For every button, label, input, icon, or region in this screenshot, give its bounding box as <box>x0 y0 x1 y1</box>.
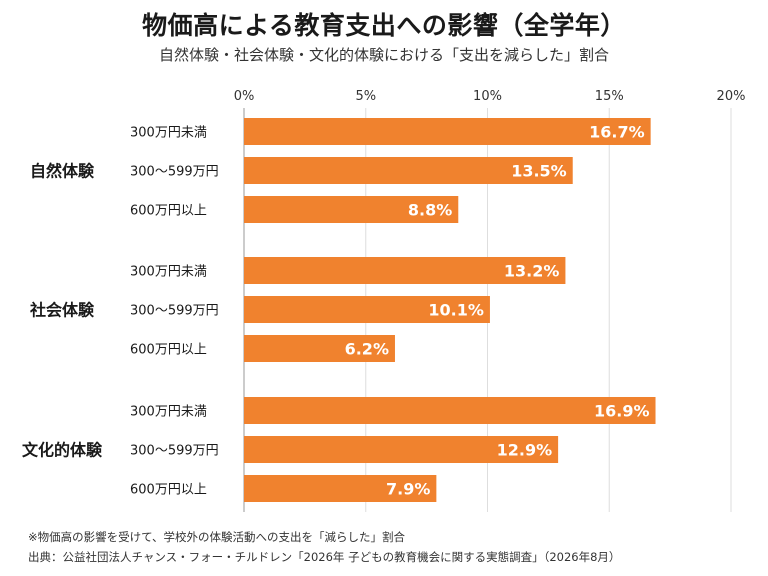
data-label: 12.9% <box>497 441 553 460</box>
category-label: 300万円未満 <box>130 405 207 420</box>
category-label: 600万円以上 <box>130 343 207 358</box>
category-label: 300万円未満 <box>130 126 207 141</box>
data-label: 13.2% <box>504 262 560 281</box>
group-label: 社会体験 <box>29 301 95 320</box>
category-label: 300〜599万円 <box>130 165 219 180</box>
x-tick-label: 0% <box>234 89 255 104</box>
bar <box>244 157 573 184</box>
x-tick-label: 10% <box>473 89 502 104</box>
data-label: 16.7% <box>589 123 645 142</box>
chart-subtitle: 自然体験・社会体験・文化的体験における「支出を減らした」割合 <box>158 46 609 64</box>
category-label: 600万円以上 <box>130 204 207 219</box>
footnote: ※物価高の影響を受けて、学校外の体験活動への支出を「減らした」割合 <box>28 530 406 544</box>
bar <box>244 335 395 362</box>
bar <box>244 436 559 463</box>
x-tick-label: 5% <box>355 89 376 104</box>
category-label: 300〜599万円 <box>130 444 219 459</box>
category-label: 300万円未満 <box>130 265 207 280</box>
group-label: 自然体験 <box>30 162 95 181</box>
data-label: 13.5% <box>511 162 567 181</box>
x-tick-label: 20% <box>717 89 746 104</box>
bar <box>244 257 566 284</box>
data-label: 10.1% <box>428 301 484 320</box>
data-label: 7.9% <box>386 480 430 499</box>
group-label: 文化的体験 <box>22 441 103 460</box>
category-label: 300〜599万円 <box>130 304 219 319</box>
category-label: 600万円以上 <box>130 483 207 498</box>
data-label: 16.9% <box>594 402 650 421</box>
data-label: 8.8% <box>408 201 452 220</box>
bar <box>244 118 651 145</box>
data-label: 6.2% <box>345 340 389 359</box>
bar <box>244 296 490 323</box>
bar <box>244 196 459 223</box>
source-note: 出典：公益社団法人チャンス・フォー・チルドレン「2026年 子どもの教育機会に関… <box>28 550 621 564</box>
x-tick-label: 15% <box>595 89 624 104</box>
chart-title: 物価高による教育支出への影響（全学年） <box>142 11 626 40</box>
bar <box>244 397 656 424</box>
bar <box>244 475 437 502</box>
